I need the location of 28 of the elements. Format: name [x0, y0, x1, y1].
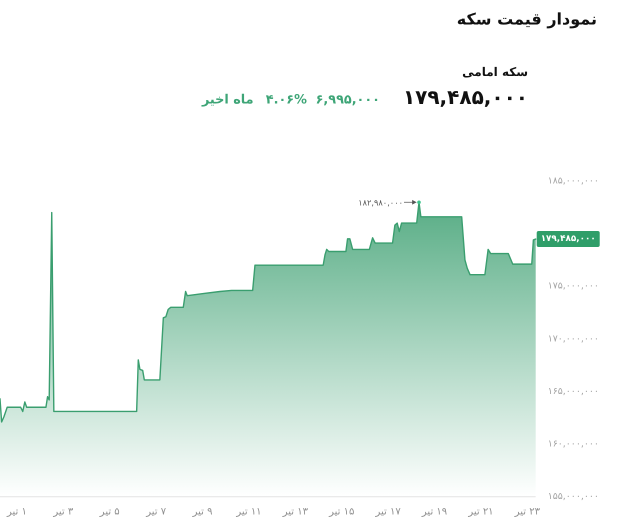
y-tick-label: ۱۸۵,۰۰۰,۰۰۰	[548, 176, 599, 186]
text: ماه اخیر	[200, 92, 254, 108]
y-tick-label: ۱۵۵,۰۰۰,۰۰۰	[548, 491, 599, 502]
x-tick-label: ۱۱ تیر	[235, 506, 262, 518]
x-tick-label: ۱۳ تیر	[282, 506, 309, 518]
annotation: ۱۷۹,۴۸۵,۰۰۰	[540, 234, 596, 244]
x-tick-label: ۱۷ تیر	[374, 506, 402, 518]
x-tick-label: ۹ تیر	[192, 506, 212, 518]
x-tick-label: ۱۹ تیر	[420, 506, 448, 518]
last-value-label: ۱۷۹,۴۸۵,۰۰۰	[536, 231, 600, 248]
y-tick-label: ۱۶۰,۰۰۰,۰۰۰	[548, 438, 599, 450]
x-tick-label: ۳ تیر	[52, 506, 74, 518]
annotation: ۱۸۲,۹۸۰,۰۰۰	[358, 197, 403, 208]
x-tick-label: ۷ تیر	[145, 506, 167, 518]
chart-subtitle: سکه امامی	[462, 65, 528, 79]
text: ۶,۹۹۵,۰۰۰	[316, 92, 380, 108]
chart-title: نمودار قیمت سکه	[456, 10, 597, 28]
max-label: ۱۸۲,۹۸۰,۰۰۰	[358, 197, 421, 208]
y-tick-label: ۱۷۵,۰۰۰,۰۰۰	[548, 280, 599, 292]
text: ۴.۰۶%	[266, 92, 308, 108]
text: ۱۷۹,۴۸۵,۰۰۰	[402, 85, 528, 109]
x-tick-label: ۵ تیر	[98, 506, 120, 518]
x-tick-label: ۲۱ تیر	[467, 506, 494, 518]
x-tick-label: ۱۵ تیر	[328, 506, 354, 518]
y-tick-label: ۱۶۵,۰۰۰,۰۰۰	[548, 386, 599, 397]
x-tick-label: ۱ تیر	[6, 506, 27, 518]
x-tick-label: ۲۳ تیر	[514, 506, 541, 518]
y-tick-label: ۱۷۰,۰۰۰,۰۰۰	[548, 333, 599, 344]
